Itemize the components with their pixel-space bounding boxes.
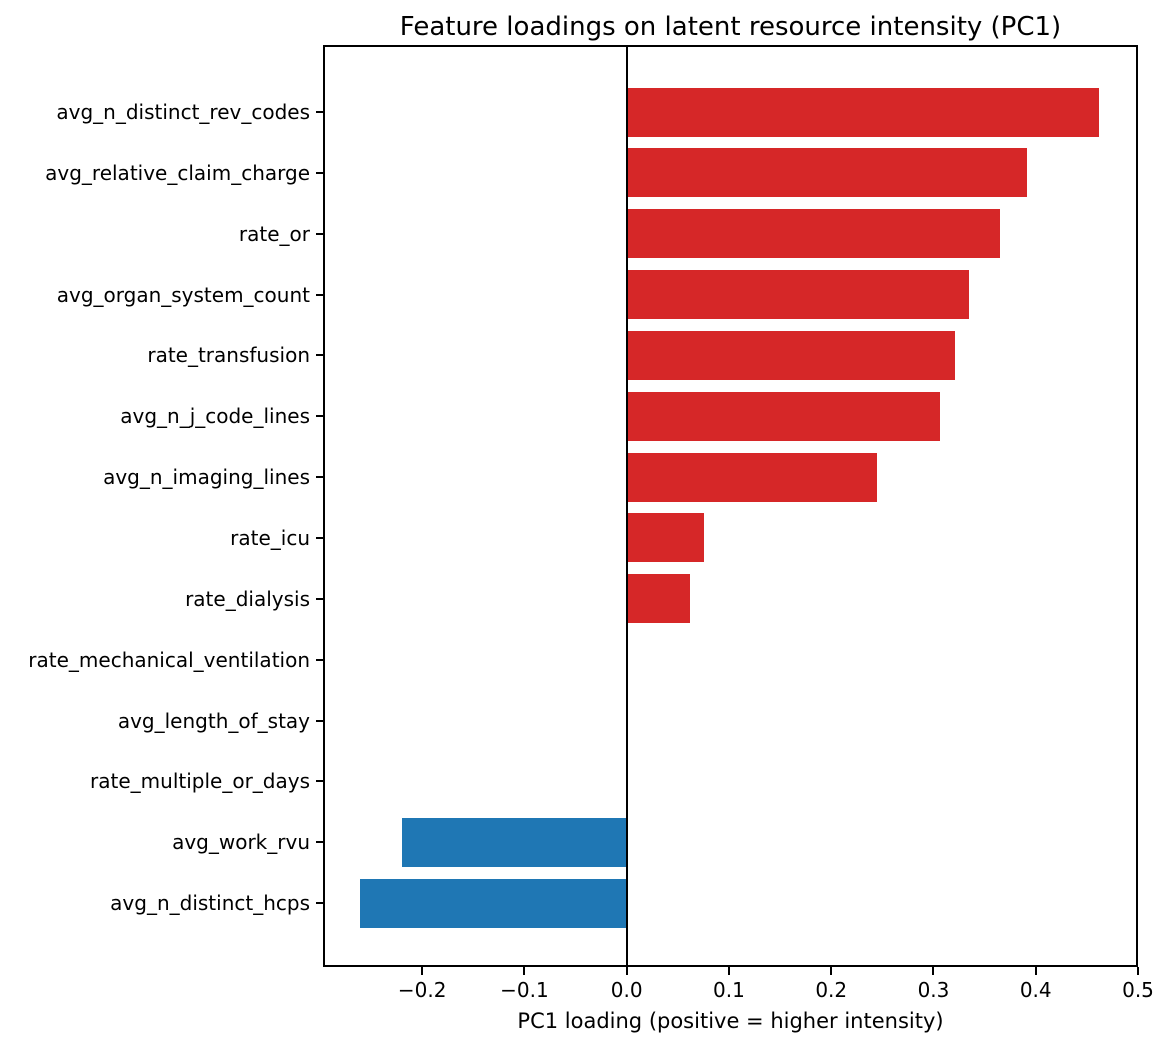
bar-avg_n_imaging_lines [626,452,878,502]
x-tick-mark [727,967,730,975]
y-tick-label: rate_mechanical_ventilation [28,647,310,672]
bar-avg_relative_claim_charge [626,148,1027,198]
x-tick-mark [830,967,833,975]
bar-avg_work_rvu [401,817,627,867]
y-tick-label: rate_or [238,221,310,246]
y-tick-label: rate_dialysis [185,586,310,611]
bar-avg_n_distinct_rev_codes [626,87,1100,137]
y-tick-mark [316,719,323,722]
y-tick-mark [316,476,323,479]
y-tick-mark [316,902,323,905]
y-tick-mark [316,232,323,235]
x-tick-label: 0.4 [1019,978,1052,1002]
x-tick-mark [932,967,935,975]
y-tick-label: rate_icu [230,525,310,550]
zero-line [625,45,628,967]
y-tick-label: avg_n_j_code_lines [120,404,310,429]
y-tick-label: avg_relative_claim_charge [45,160,310,185]
x-tick-mark [1034,967,1037,975]
bar-rate_icu [626,513,705,563]
bar-rate_or [626,209,1000,259]
x-tick-label: −0.1 [500,978,549,1002]
x-tick-label: 0.5 [1122,978,1154,1002]
y-tick-mark [316,780,323,783]
y-tick-mark [316,658,323,661]
bar-rate_transfusion [626,330,955,380]
y-tick-mark [316,171,323,174]
y-tick-label: avg_n_distinct_rev_codes [56,100,310,124]
plot-area [323,45,1138,967]
bar-avg_n_distinct_hcps [359,878,627,928]
x-tick-mark [421,967,424,975]
x-tick-label: 0.1 [713,978,745,1002]
y-tick-mark [316,536,323,539]
y-tick-label: avg_length_of_stay [117,708,310,733]
x-axis-label: PC1 loading (positive = higher intensity… [517,1009,944,1033]
y-tick-mark [316,841,323,844]
bar-avg_organ_system_count [626,270,970,320]
y-tick-mark [316,293,323,296]
x-tick-label: 0.3 [917,978,950,1002]
y-tick-label: avg_organ_system_count [56,282,310,307]
bar-avg_n_j_code_lines [626,391,940,441]
y-tick-label: avg_n_distinct_hcps [110,891,310,916]
bar-rate_dialysis [626,574,691,624]
x-tick-label: −0.2 [397,978,447,1002]
x-tick-label: 0.2 [815,978,848,1002]
x-tick-label: 0.0 [610,978,643,1002]
y-tick-label: rate_multiple_or_days [90,769,310,794]
y-tick-label: avg_work_rvu [172,830,310,855]
y-tick-mark [316,415,323,418]
y-tick-label: avg_n_imaging_lines [103,465,310,490]
y-tick-label: rate_transfusion [147,343,310,368]
y-tick-mark [316,111,323,113]
x-tick-mark [523,967,526,975]
x-tick-mark [625,967,628,975]
y-tick-mark [316,354,323,357]
y-tick-mark [316,597,323,600]
x-tick-mark [1137,967,1139,975]
chart-title: Feature loadings on latent resource inte… [399,12,1062,42]
